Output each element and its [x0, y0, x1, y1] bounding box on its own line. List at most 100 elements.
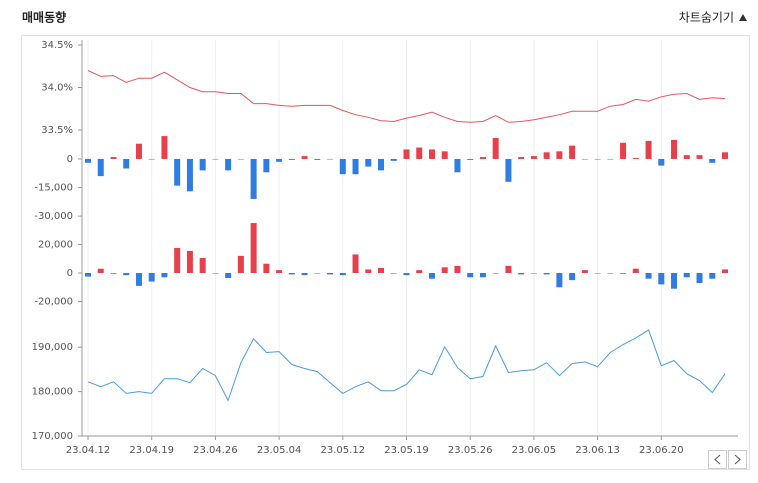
bar: [467, 273, 474, 278]
line: [87, 70, 726, 123]
y-tick-label: 170,000: [32, 431, 73, 442]
bar: [645, 140, 652, 159]
bar: [199, 158, 206, 171]
bar: [594, 273, 601, 274]
bar: [620, 142, 627, 159]
bar: [237, 158, 244, 160]
x-tick-label: 23.05.19: [384, 445, 429, 456]
bar: [556, 151, 563, 159]
y-tick-label: -20,000: [34, 297, 73, 308]
bar: [671, 139, 678, 159]
bar: [174, 158, 181, 186]
bar: [135, 273, 142, 286]
bar: [441, 151, 448, 159]
bar: [314, 273, 321, 274]
toggle[interactable]: 차트숨기기: [679, 11, 747, 25]
y-tick-label: 0: [67, 268, 73, 279]
x-tick-label: 23.06.05: [512, 445, 557, 456]
bar: [403, 273, 410, 276]
bar: [212, 158, 219, 160]
x-tick-label: 23.05.12: [321, 445, 366, 456]
bar: [722, 152, 728, 159]
bar: [365, 158, 372, 167]
next-button[interactable]: [728, 450, 747, 469]
y-tick-label: 34.5%: [41, 40, 73, 51]
bar: [123, 273, 130, 276]
bar: [709, 158, 716, 163]
x-tick-label: 23.04.19: [129, 445, 174, 456]
bar: [645, 273, 652, 279]
bar: [225, 158, 232, 171]
next-icon[interactable]: [734, 454, 741, 465]
bar: [225, 273, 232, 278]
y-tick-label: -30,000: [34, 211, 73, 222]
bar: [696, 155, 703, 159]
bar: [186, 158, 193, 192]
bar: [97, 158, 104, 177]
bar: [569, 145, 576, 159]
bar: [276, 158, 283, 162]
bar: [339, 273, 346, 276]
bar: [85, 158, 91, 163]
x-tick-label: 23.05.26: [448, 445, 493, 456]
bar: [518, 157, 525, 159]
bar: [581, 270, 588, 273]
bar: [543, 273, 550, 275]
bar: [110, 157, 117, 159]
y-tick-label: 0: [67, 154, 73, 165]
bar: [441, 267, 448, 273]
prev-icon[interactable]: [714, 454, 721, 465]
bar: [327, 273, 334, 275]
bar: [110, 273, 117, 274]
bar: [263, 158, 270, 173]
bar: [314, 158, 321, 160]
bar: [378, 268, 385, 273]
bar: [505, 158, 512, 182]
frame: [21, 35, 750, 470]
bar: [288, 273, 295, 275]
x-tick-label: 23.06.20: [639, 445, 684, 456]
toggle-label[interactable]: 차트숨기기: [679, 11, 734, 25]
bar: [505, 265, 512, 273]
bar: [632, 268, 639, 273]
bar: [199, 258, 206, 273]
bar: [135, 143, 142, 159]
next-box[interactable]: [728, 450, 747, 469]
bar: [479, 273, 486, 278]
bar: [556, 273, 563, 288]
bar: [658, 273, 665, 285]
bar: [467, 158, 474, 160]
bar: [696, 273, 703, 283]
bar: [352, 158, 359, 175]
bar: [530, 273, 537, 274]
bar: [161, 136, 168, 159]
x-tick-label: 23.05.04: [257, 445, 302, 456]
prev-box[interactable]: [708, 450, 727, 469]
bar: [390, 158, 397, 161]
bar: [186, 250, 193, 273]
bar: [327, 158, 334, 160]
bar: [581, 158, 588, 160]
bar: [658, 158, 665, 166]
bar: [263, 263, 270, 273]
bar: [607, 158, 614, 160]
bar: [339, 158, 346, 175]
bar: [530, 156, 537, 159]
bar: [97, 268, 104, 273]
y-tick-label: 180,000: [32, 387, 73, 398]
bar: [683, 155, 690, 159]
y-tick-label: 34.0%: [41, 83, 73, 94]
bar: [518, 273, 525, 275]
bar: [594, 158, 601, 160]
toggle-icon[interactable]: [739, 14, 747, 21]
bar: [212, 273, 219, 274]
bar: [454, 158, 461, 173]
bar: [722, 269, 728, 273]
x-tick-label: 23.06.13: [575, 445, 620, 456]
bar: [569, 273, 576, 281]
bar: [365, 269, 372, 273]
prev-button[interactable]: [708, 450, 727, 469]
bar: [709, 273, 716, 279]
